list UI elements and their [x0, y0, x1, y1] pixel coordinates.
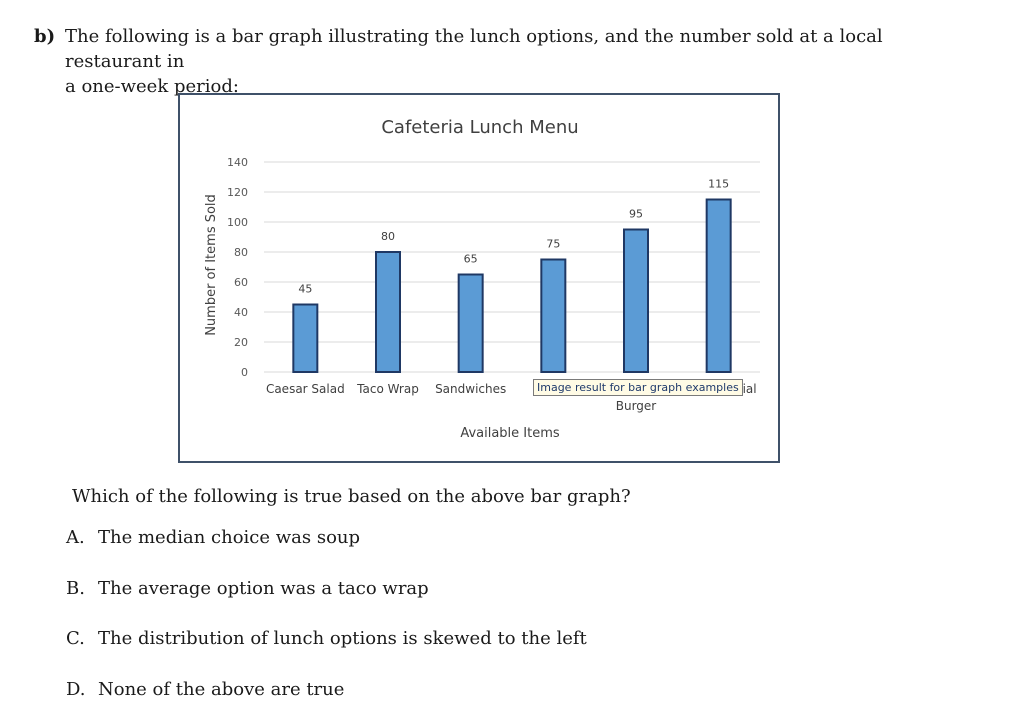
- data-label: 80: [381, 230, 395, 243]
- option-d: D. None of the above are true: [66, 679, 344, 700]
- option-c: C. The distribution of lunch options is s…: [66, 628, 587, 649]
- data-label: 45: [298, 283, 312, 296]
- bar: [540, 258, 567, 373]
- option-text: The median choice was soup: [98, 527, 361, 548]
- chart-frame: Cafeteria Lunch Menu 0 20 40 60 80 100 120 140 …: [178, 93, 780, 463]
- x-tick-label: Taco Wrap: [356, 382, 419, 396]
- question-header: b) The following is a bar graph illustra…: [34, 24, 964, 99]
- data-label: 115: [708, 178, 729, 191]
- y-tick-label: 140: [227, 156, 248, 169]
- header-line-1: The following is a bar graph illustratin…: [65, 26, 883, 72]
- option-text: The average option was a taco wrap: [98, 578, 429, 599]
- y-tick-label: 120: [227, 186, 248, 199]
- bar-chart: Cafeteria Lunch Menu 020406080100120140 …: [204, 117, 760, 441]
- chart-title: Cafeteria Lunch Menu: [381, 117, 578, 138]
- question-prompt: Which of the following is true based on …: [72, 486, 631, 507]
- part-label: b): [34, 26, 56, 47]
- y-tick-label: 20: [234, 336, 248, 349]
- x-tick-label: Burger: [616, 399, 657, 413]
- x-axis-label: Available Items: [460, 426, 560, 441]
- x-tick-label: Caesar Salad: [266, 382, 345, 396]
- data-label: 95: [629, 208, 643, 221]
- option-b: B. The average option was a taco wrap: [66, 578, 429, 599]
- option-letter: C.: [66, 628, 85, 649]
- y-tick-label: 80: [234, 246, 248, 259]
- option-text: None of the above are true: [98, 679, 345, 700]
- option-letter: D.: [66, 679, 86, 700]
- y-tick-label: 0: [241, 366, 248, 379]
- option-letter: A.: [66, 527, 85, 548]
- option-letter: B.: [66, 578, 85, 599]
- bar: [457, 273, 484, 373]
- option-text: The distribution of lunch options is ske…: [98, 628, 587, 649]
- y-tick-label: 60: [234, 276, 248, 289]
- data-label: 75: [546, 238, 560, 251]
- bar: [292, 303, 319, 373]
- y-tick-label: 100: [227, 216, 248, 229]
- data-label: 65: [464, 253, 478, 266]
- bar: [623, 228, 649, 373]
- header-line-2: a one-week period:: [65, 76, 239, 97]
- y-axis-label: Number of Items Sold: [204, 194, 219, 336]
- y-tick-label: 40: [234, 306, 248, 319]
- option-a: A. The median choice was soup: [66, 527, 360, 548]
- x-tick-label: Sandwiches: [435, 382, 506, 396]
- bar: [705, 198, 732, 373]
- bar: [375, 251, 401, 373]
- image-result-tooltip[interactable]: Image result for bar graph examples: [533, 379, 743, 396]
